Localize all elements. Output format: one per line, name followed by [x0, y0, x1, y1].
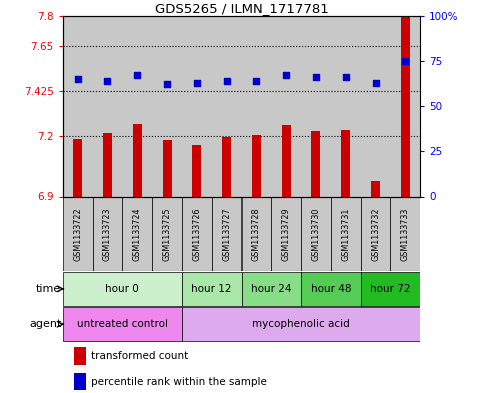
Bar — [192, 145, 201, 196]
Bar — [63, 16, 93, 196]
Point — [312, 74, 320, 80]
Point — [342, 74, 350, 80]
Point — [372, 79, 380, 86]
Text: GSM1133725: GSM1133725 — [163, 208, 171, 261]
Bar — [301, 16, 331, 196]
Text: GSM1133733: GSM1133733 — [401, 208, 410, 261]
Bar — [222, 137, 231, 196]
Point — [133, 72, 141, 79]
Bar — [271, 196, 301, 271]
Bar — [361, 196, 390, 271]
Point — [401, 58, 409, 64]
Text: GSM1133730: GSM1133730 — [312, 208, 320, 261]
Bar — [152, 196, 182, 271]
Bar — [390, 16, 420, 196]
Text: mycophenolic acid: mycophenolic acid — [252, 319, 350, 329]
Bar — [73, 347, 86, 365]
Text: hour 12: hour 12 — [191, 284, 232, 294]
Bar — [401, 16, 410, 196]
Bar — [63, 196, 93, 271]
Bar — [63, 272, 182, 306]
Bar — [242, 16, 271, 196]
Text: agent: agent — [29, 319, 61, 329]
Bar — [361, 272, 420, 306]
Text: GSM1133729: GSM1133729 — [282, 208, 291, 261]
Bar — [252, 135, 261, 196]
Bar — [361, 16, 390, 196]
Bar — [182, 307, 420, 341]
Point — [104, 78, 112, 84]
Bar — [122, 16, 152, 196]
Point — [193, 79, 201, 86]
Bar — [73, 139, 82, 196]
Bar — [331, 196, 361, 271]
Text: percentile rank within the sample: percentile rank within the sample — [91, 377, 267, 387]
Bar — [282, 125, 291, 196]
Bar — [182, 16, 212, 196]
Bar — [301, 272, 361, 306]
Text: time: time — [36, 284, 61, 294]
Text: hour 72: hour 72 — [370, 284, 411, 294]
Text: transformed count: transformed count — [91, 351, 189, 361]
Point — [223, 78, 230, 84]
Bar — [331, 16, 361, 196]
Text: GSM1133722: GSM1133722 — [73, 208, 82, 261]
Bar — [152, 16, 182, 196]
Bar — [73, 373, 86, 391]
Text: untreated control: untreated control — [77, 319, 168, 329]
Text: GSM1133724: GSM1133724 — [133, 208, 142, 261]
Point — [253, 78, 260, 84]
Bar — [212, 196, 242, 271]
Bar — [301, 196, 331, 271]
Bar — [182, 196, 212, 271]
Bar — [63, 307, 182, 341]
Title: GDS5265 / ILMN_1717781: GDS5265 / ILMN_1717781 — [155, 2, 328, 15]
Bar — [312, 131, 320, 196]
Text: GSM1133723: GSM1133723 — [103, 208, 112, 261]
Text: GSM1133732: GSM1133732 — [371, 208, 380, 261]
Bar — [122, 196, 152, 271]
Bar — [390, 196, 420, 271]
Text: GSM1133727: GSM1133727 — [222, 208, 231, 261]
Bar — [182, 272, 242, 306]
Bar — [133, 124, 142, 196]
Point — [282, 72, 290, 79]
Text: hour 0: hour 0 — [105, 284, 139, 294]
Text: GSM1133728: GSM1133728 — [252, 208, 261, 261]
Bar — [103, 133, 112, 196]
Bar — [341, 130, 350, 196]
Point — [74, 76, 82, 82]
Bar — [242, 272, 301, 306]
Bar — [93, 196, 122, 271]
Bar — [242, 196, 271, 271]
Bar — [271, 16, 301, 196]
Text: hour 48: hour 48 — [311, 284, 351, 294]
Text: GSM1133731: GSM1133731 — [341, 208, 350, 261]
Point — [163, 81, 171, 88]
Text: GSM1133726: GSM1133726 — [192, 208, 201, 261]
Text: hour 24: hour 24 — [251, 284, 292, 294]
Bar — [163, 140, 171, 196]
Bar — [93, 16, 122, 196]
Bar — [212, 16, 242, 196]
Bar — [371, 182, 380, 196]
